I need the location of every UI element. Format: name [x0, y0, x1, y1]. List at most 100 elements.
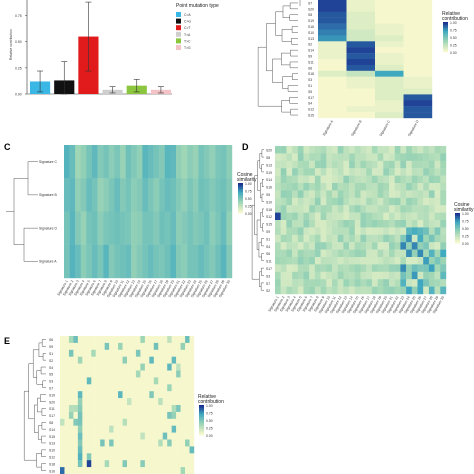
c-legend-swatch — [238, 196, 243, 199]
d-legend-title: Cosine — [454, 202, 470, 208]
e-cell — [86, 460, 92, 468]
e-cell — [185, 432, 190, 440]
d-cell — [303, 168, 310, 176]
d-cell — [280, 257, 287, 265]
e-cell — [60, 391, 65, 399]
e-cell — [73, 349, 79, 357]
e-cell — [86, 342, 92, 350]
d-cell — [280, 190, 287, 198]
e-cell — [135, 377, 141, 385]
c-cell — [114, 145, 121, 179]
d-cell — [349, 190, 355, 198]
e-row-label: S6 — [49, 338, 53, 342]
d-legend-swatch — [455, 220, 460, 223]
e-cell — [162, 467, 168, 474]
e-cell — [127, 336, 132, 344]
c-cell — [198, 244, 205, 279]
c-legend-tick: 0.25 — [245, 205, 252, 209]
d-cell — [292, 190, 298, 198]
c-cell — [181, 244, 188, 279]
e-cell — [167, 377, 172, 385]
e-cell — [109, 432, 114, 440]
e-cell — [64, 336, 70, 344]
e-cell — [73, 411, 79, 419]
e-cell — [140, 391, 146, 399]
c-legend-swatch — [238, 202, 243, 205]
e-cell — [64, 453, 70, 461]
e-cell — [64, 411, 70, 419]
e-cell — [113, 405, 119, 413]
e-cell — [162, 411, 168, 419]
b-dendrogram-branch — [291, 26, 298, 33]
e-cell — [95, 363, 101, 371]
e-cell — [113, 342, 119, 350]
b-cell — [375, 11, 404, 18]
c-cell — [148, 145, 154, 179]
d-cell — [389, 175, 395, 184]
b-legend-swatch — [443, 25, 448, 27]
d-cell — [366, 227, 373, 235]
d-cell — [326, 183, 333, 191]
e-cell — [77, 356, 83, 364]
d-cell — [332, 183, 338, 191]
d-legend-swatch — [455, 235, 460, 238]
d-cell — [371, 175, 378, 184]
e-cell — [104, 405, 110, 413]
c-legend-swatch — [238, 187, 243, 190]
d-cell — [309, 183, 316, 191]
e-cell — [189, 439, 195, 447]
e-cell — [73, 377, 79, 385]
d-cell — [423, 271, 430, 280]
d-cell — [440, 183, 447, 191]
b-cell — [375, 35, 404, 42]
c-cell — [215, 145, 221, 179]
e-cell — [171, 398, 177, 406]
e-cell — [95, 349, 101, 357]
d-cell — [428, 271, 435, 280]
c-cell — [114, 211, 121, 245]
e-cell — [100, 446, 105, 454]
c-cell — [187, 211, 193, 245]
e-legend-title: contribution — [198, 399, 224, 405]
e-cell — [176, 391, 181, 399]
d-cell — [343, 168, 350, 176]
d-cell — [320, 234, 327, 243]
e-cell — [86, 425, 92, 433]
e-cell — [118, 467, 123, 474]
c-cell — [176, 211, 182, 245]
e-cell — [91, 460, 96, 468]
e-cell — [185, 460, 190, 468]
d-cell — [332, 146, 338, 154]
e-dendrogram-branch — [36, 453, 42, 468]
d-cell — [377, 271, 384, 280]
c-cell — [125, 211, 132, 245]
d-cell — [394, 264, 401, 272]
e-cell — [100, 460, 105, 468]
c-cell — [131, 145, 137, 179]
c-legend-tick: 1.00 — [245, 182, 252, 186]
d-cell — [377, 183, 384, 191]
a-legend-swatch — [176, 45, 181, 50]
d-cell — [440, 205, 447, 213]
d-cell — [286, 286, 293, 295]
d-cell — [428, 160, 435, 169]
d-cell — [377, 227, 384, 235]
e-cell — [131, 411, 137, 419]
e-cell — [144, 439, 150, 447]
c-cell — [80, 178, 87, 212]
d-cell — [303, 264, 310, 272]
d-cell — [377, 153, 384, 161]
b-legend-swatch — [443, 49, 448, 51]
e-dendrogram-branch — [38, 342, 44, 357]
e-cell — [127, 384, 132, 392]
d-cell — [383, 286, 390, 295]
e-cell — [100, 398, 105, 406]
c-cell — [92, 244, 98, 279]
e-cell — [100, 439, 105, 447]
d-dendrogram-branch — [261, 193, 264, 202]
d-dendrogram-branch — [261, 253, 264, 261]
d-cell — [337, 168, 344, 176]
b-cell — [375, 53, 404, 60]
d-cell — [309, 257, 316, 265]
b-cell — [375, 41, 404, 48]
